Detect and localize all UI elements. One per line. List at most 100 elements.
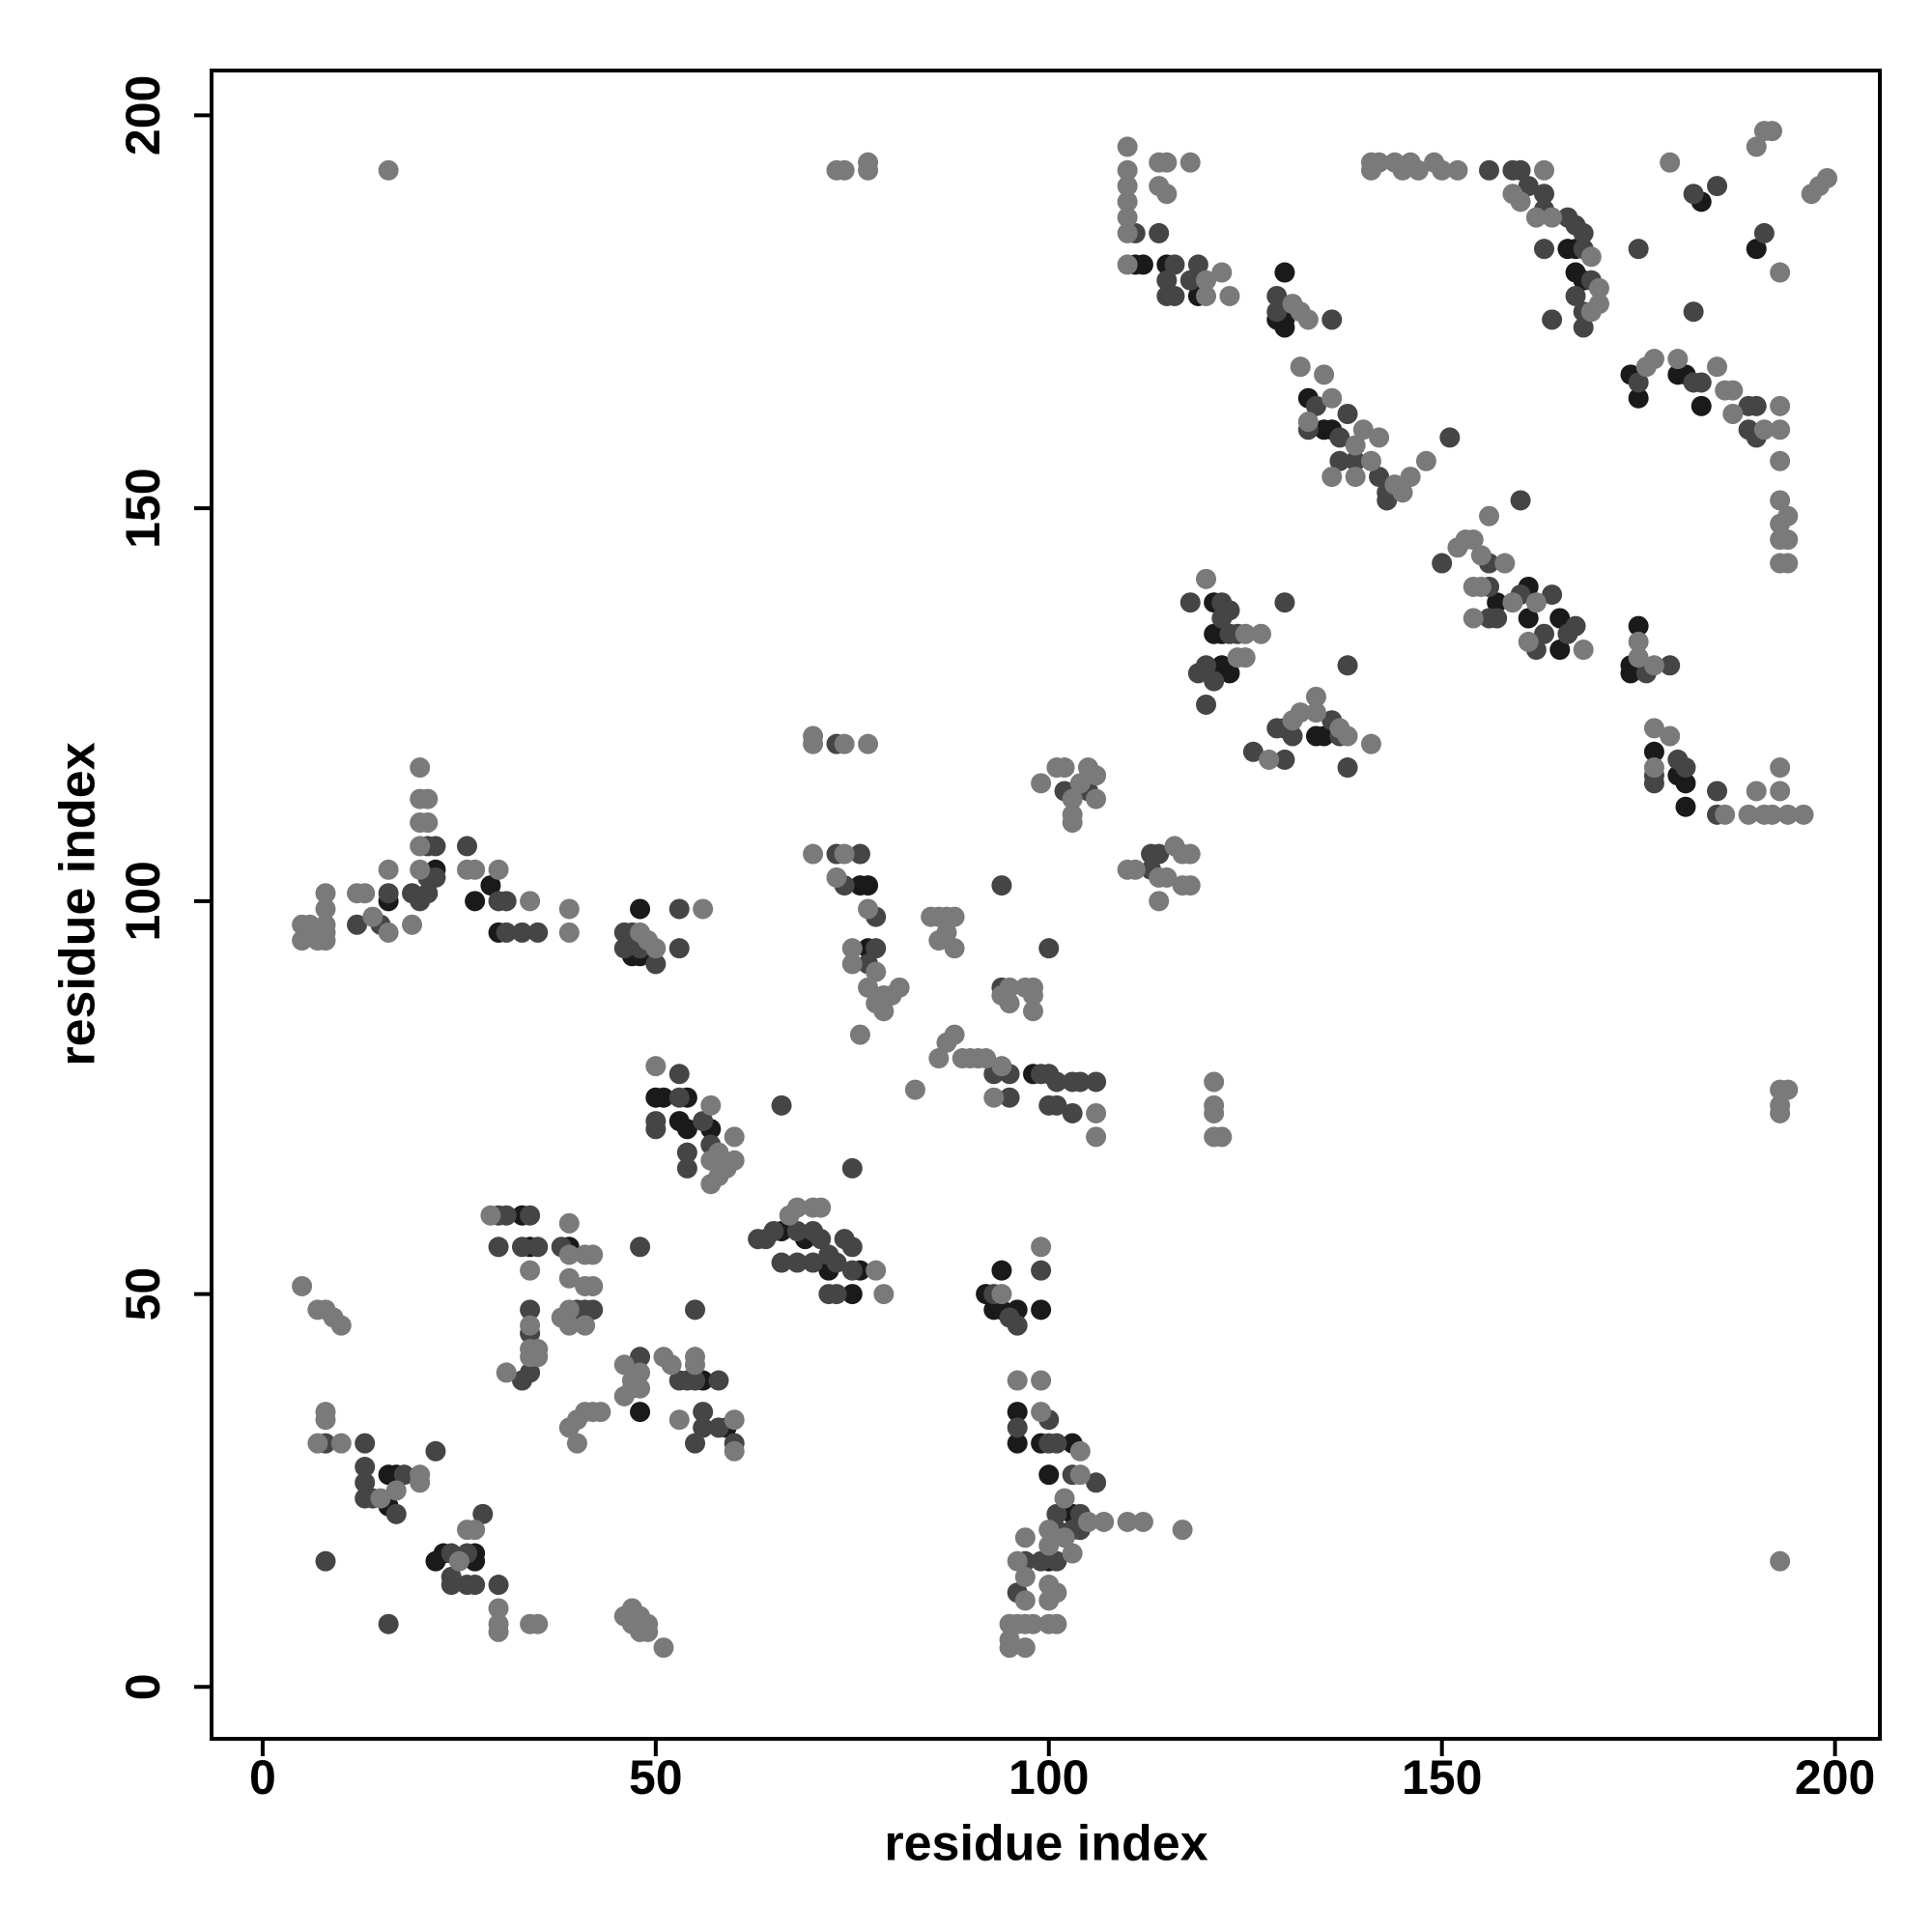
point xyxy=(1770,450,1791,471)
point xyxy=(1046,1433,1067,1454)
point xyxy=(1643,741,1664,762)
point xyxy=(378,859,399,880)
point xyxy=(1487,592,1508,613)
point xyxy=(1360,152,1381,173)
point xyxy=(771,1252,792,1273)
point xyxy=(480,875,501,896)
point xyxy=(1014,1590,1036,1611)
point xyxy=(1124,859,1146,880)
point xyxy=(1196,694,1217,715)
point xyxy=(841,938,863,959)
point xyxy=(1675,796,1696,817)
y-tick-label: 0 xyxy=(116,1673,170,1700)
point xyxy=(1132,254,1153,275)
point xyxy=(803,1252,824,1273)
point xyxy=(575,1315,596,1336)
point xyxy=(873,1001,895,1022)
point xyxy=(1463,608,1484,629)
point xyxy=(488,1598,509,1619)
point xyxy=(866,961,887,982)
point xyxy=(1266,301,1288,323)
point xyxy=(621,1613,642,1634)
point xyxy=(1117,222,1138,243)
point xyxy=(1219,663,1240,684)
point xyxy=(1022,1613,1043,1634)
point xyxy=(1643,718,1664,739)
points xyxy=(292,121,1837,1659)
point xyxy=(582,1299,604,1321)
point xyxy=(1770,1550,1791,1572)
point xyxy=(685,1433,706,1454)
point xyxy=(425,867,446,888)
point xyxy=(1345,450,1366,471)
point xyxy=(668,1087,690,1108)
point xyxy=(1204,1071,1225,1093)
point xyxy=(936,922,957,943)
point xyxy=(810,1229,832,1250)
point xyxy=(480,1205,501,1226)
point xyxy=(1746,395,1767,416)
point xyxy=(1290,702,1311,724)
point xyxy=(858,733,879,754)
point xyxy=(786,1220,808,1241)
point xyxy=(841,1236,863,1258)
point xyxy=(1014,1527,1036,1548)
point xyxy=(1337,655,1358,676)
point xyxy=(803,733,824,754)
point xyxy=(1031,1550,1052,1572)
point xyxy=(841,1284,863,1305)
point xyxy=(1014,1566,1036,1587)
point xyxy=(1117,191,1138,213)
point xyxy=(440,1575,462,1596)
point xyxy=(1164,254,1185,275)
point xyxy=(393,1464,414,1486)
point xyxy=(378,1613,399,1634)
point xyxy=(1069,1464,1091,1486)
point xyxy=(558,1244,580,1265)
point xyxy=(1329,450,1350,471)
point xyxy=(566,1433,587,1454)
point xyxy=(1266,718,1288,739)
point xyxy=(834,843,855,865)
point xyxy=(1345,435,1366,456)
point xyxy=(1770,419,1791,440)
point xyxy=(1069,1071,1091,1093)
point xyxy=(1179,152,1201,173)
point xyxy=(1463,529,1484,551)
point xyxy=(520,1205,541,1226)
point xyxy=(1707,356,1728,378)
point xyxy=(1738,804,1759,825)
point xyxy=(527,922,549,943)
point xyxy=(1014,1637,1036,1659)
point xyxy=(1447,159,1468,181)
point xyxy=(1007,1550,1028,1572)
y-tick-label: 50 xyxy=(116,1267,170,1321)
point xyxy=(1715,804,1736,825)
point xyxy=(693,1402,714,1423)
point xyxy=(1746,136,1767,157)
point xyxy=(1329,718,1350,739)
point xyxy=(1707,176,1728,197)
point xyxy=(1502,592,1523,613)
point xyxy=(1675,757,1696,779)
point xyxy=(1549,608,1571,629)
point xyxy=(362,906,384,927)
point xyxy=(1046,1550,1067,1572)
point xyxy=(417,788,439,810)
point xyxy=(693,898,714,920)
point xyxy=(1031,1370,1052,1391)
point xyxy=(1762,121,1783,142)
point xyxy=(1329,427,1350,448)
point xyxy=(928,1048,950,1069)
point xyxy=(1707,781,1728,802)
point xyxy=(1235,647,1256,668)
point xyxy=(1038,1520,1060,1541)
point xyxy=(1753,419,1775,440)
point xyxy=(1046,1613,1067,1634)
point xyxy=(1259,749,1280,770)
point xyxy=(1038,1535,1060,1556)
y-tick-label: 150 xyxy=(116,468,170,548)
point xyxy=(613,938,635,959)
point xyxy=(1407,159,1429,181)
